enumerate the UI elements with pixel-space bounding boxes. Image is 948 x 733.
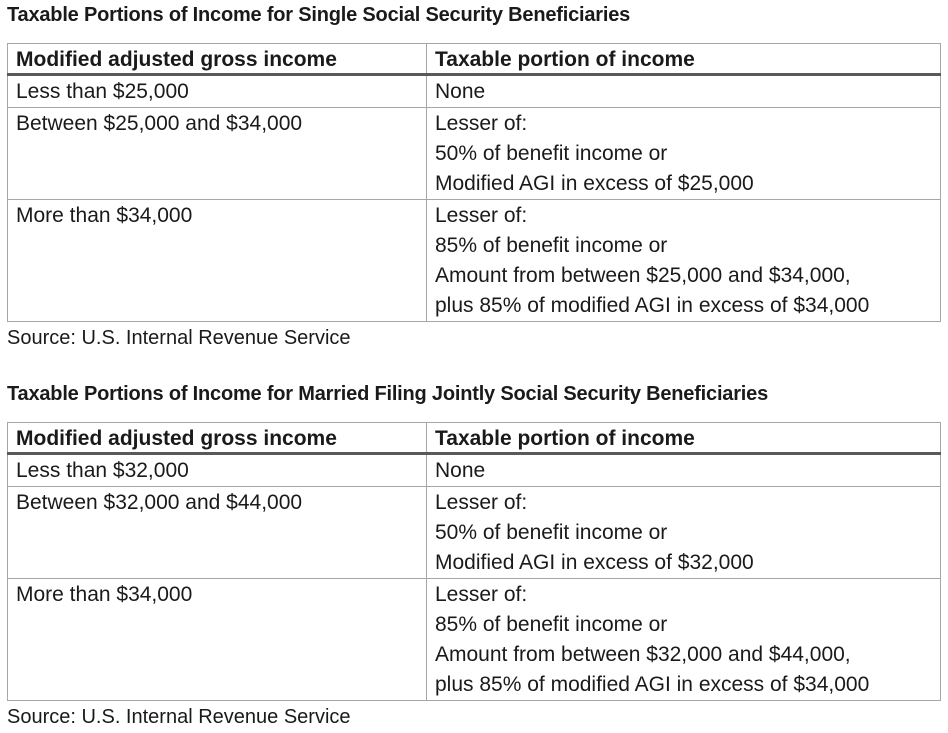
taxable-line: Lesser of:: [435, 491, 528, 514]
column-header-taxable: Taxable portion of income: [426, 422, 941, 455]
married-beneficiaries-table: Modified adjusted gross income Taxable p…: [7, 422, 941, 701]
married-beneficiaries-section: Taxable Portions of Income for Married F…: [7, 383, 941, 729]
source-note: Source: U.S. Internal Revenue Service: [7, 706, 351, 728]
taxable-line: plus 85% of modified AGI in excess of $3…: [435, 294, 870, 317]
taxable-cell: Lesser of: 85% of benefit income or Amou…: [426, 578, 941, 701]
taxable-cell: Lesser of: 50% of benefit income or Modi…: [426, 486, 941, 579]
column-header-magi: Modified adjusted gross income: [7, 43, 427, 76]
taxable-cell: Lesser of: 50% of benefit income or Modi…: [426, 107, 941, 200]
taxable-line: plus 85% of modified AGI in excess of $3…: [435, 673, 870, 696]
taxable-line: Lesser of:: [435, 112, 528, 135]
magi-cell: More than $34,000: [7, 578, 427, 701]
single-beneficiaries-table: Modified adjusted gross income Taxable p…: [7, 43, 941, 322]
table-row: Between $25,000 and $34,000 Lesser of: 5…: [7, 107, 941, 200]
taxable-line: 50% of benefit income or: [435, 142, 668, 165]
column-header-taxable: Taxable portion of income: [426, 43, 941, 76]
taxable-line: Modified AGI in excess of $32,000: [435, 551, 754, 574]
single-table-title: Taxable Portions of Income for Single So…: [7, 4, 631, 26]
column-header-magi: Modified adjusted gross income: [7, 422, 427, 455]
taxable-line: None: [435, 80, 486, 103]
table-header-row: Modified adjusted gross income Taxable p…: [7, 422, 941, 455]
taxable-line: Lesser of:: [435, 583, 528, 606]
taxable-line: 85% of benefit income or: [435, 613, 668, 636]
taxable-cell: Lesser of: 85% of benefit income or Amou…: [426, 199, 941, 322]
married-table-title: Taxable Portions of Income for Married F…: [7, 383, 769, 405]
table-row: Less than $25,000 None: [7, 74, 941, 108]
taxable-line: Amount from between $25,000 and $34,000,: [435, 264, 851, 287]
taxable-cell: None: [426, 74, 941, 108]
table-row: Between $32,000 and $44,000 Lesser of: 5…: [7, 486, 941, 579]
magi-cell: More than $34,000: [7, 199, 427, 322]
source-note: Source: U.S. Internal Revenue Service: [7, 327, 351, 349]
magi-cell: Less than $25,000: [7, 74, 427, 108]
taxable-line: Modified AGI in excess of $25,000: [435, 172, 754, 195]
table-row: More than $34,000 Lesser of: 85% of bene…: [7, 578, 941, 701]
taxable-line: None: [435, 459, 486, 482]
table-row: More than $34,000 Lesser of: 85% of bene…: [7, 199, 941, 322]
taxable-line: Lesser of:: [435, 204, 528, 227]
table-header-row: Modified adjusted gross income Taxable p…: [7, 43, 941, 76]
taxable-cell: None: [426, 453, 941, 487]
single-beneficiaries-section: Taxable Portions of Income for Single So…: [7, 4, 941, 350]
taxable-line: Amount from between $32,000 and $44,000,: [435, 643, 851, 666]
magi-cell: Between $25,000 and $34,000: [7, 107, 427, 200]
table-row: Less than $32,000 None: [7, 453, 941, 487]
taxable-line: 85% of benefit income or: [435, 234, 668, 257]
magi-cell: Between $32,000 and $44,000: [7, 486, 427, 579]
magi-cell: Less than $32,000: [7, 453, 427, 487]
taxable-line: 50% of benefit income or: [435, 521, 668, 544]
